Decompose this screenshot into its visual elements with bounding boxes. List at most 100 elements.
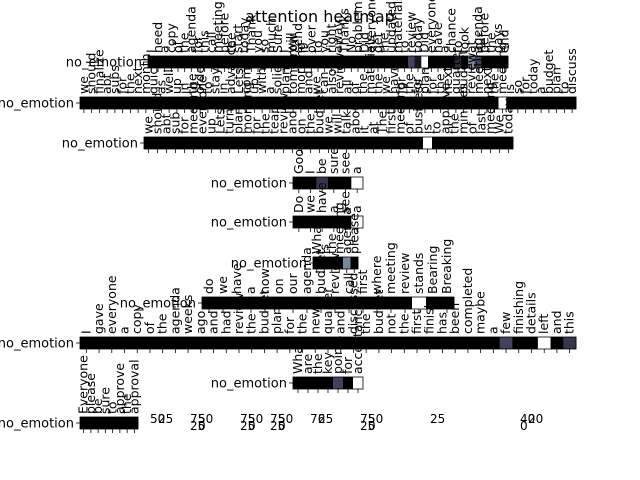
heatmap-cell [161, 56, 169, 68]
x-tick-label: the [483, 32, 498, 53]
x-tick-label: to [105, 401, 120, 414]
heatmap-cell [126, 97, 135, 109]
heatmap-cell [459, 97, 468, 109]
heatmap-cell [296, 337, 310, 349]
heatmap-cell [436, 97, 445, 109]
x-tick-label: morning [240, 82, 255, 134]
heatmap-cell [333, 137, 343, 149]
heatmap-cell [335, 97, 344, 109]
heatmap-cell [101, 417, 110, 429]
heatmap-cell [157, 97, 166, 109]
x-tick-label: copy [129, 304, 144, 334]
heatmap-cell [494, 56, 502, 68]
x-tick-label: Sure [270, 24, 285, 53]
y-tick-label: no_emotion [211, 177, 287, 192]
stray-tick-label: 25 [430, 412, 445, 426]
x-tick-label: a [243, 286, 258, 294]
x-tick-label: left [536, 314, 551, 334]
heatmap-cell [188, 97, 197, 109]
x-tick-label: on [271, 278, 286, 294]
heatmap-cell [467, 97, 476, 109]
x-tick-label: so [510, 80, 525, 94]
heatmap-cell [537, 97, 546, 109]
x-tick-label: Everyone [76, 355, 91, 414]
x-tick-label: be [90, 398, 105, 414]
stray-tick-label: 50 [198, 412, 213, 426]
heatmap-cell [118, 337, 132, 349]
heatmap-cell [204, 97, 213, 109]
x-tick-label: we [308, 76, 323, 94]
chart-title: attention heatmap [245, 7, 395, 26]
x-tick-label: meeting [393, 82, 408, 134]
heatmap-cell [211, 97, 220, 109]
x-tick-label: solid [270, 65, 285, 94]
x-tick-label: materials [390, 0, 405, 53]
heatmap-cell [180, 137, 190, 149]
heatmap-cell [194, 337, 208, 349]
x-tick-label: you [317, 30, 332, 53]
heatmap-cell [397, 97, 406, 109]
y-tick-label: no_emotion [211, 216, 287, 231]
heatmap-cell [499, 337, 513, 349]
heatmap-cell [281, 56, 289, 68]
heatmap-cell [342, 137, 352, 149]
x-tick-label: to [200, 81, 215, 94]
x-tick-label: get [370, 32, 385, 53]
heatmap-row-8: no_emotionIgaveeveryoneacopyoftheagendaw… [0, 268, 577, 353]
x-tick-label: now [257, 268, 272, 294]
x-tick-label: gave [91, 303, 106, 334]
x-tick-label: of [402, 121, 417, 134]
x-tick-label: budget [256, 290, 271, 334]
stray-tick-label: 0 [520, 419, 528, 433]
x-tick-label: be [314, 158, 329, 174]
heatmap-cell [436, 337, 450, 349]
heatmap-cell [426, 297, 441, 309]
heatmap-cell [483, 97, 492, 109]
heatmap-cell [80, 97, 89, 109]
y-tick-label: no_emotion [231, 257, 307, 272]
heatmap-cell [221, 56, 229, 68]
stray-tick-label: 75 [360, 412, 375, 426]
y-tick-label: no_emotion [0, 417, 74, 432]
x-tick-label: materials [363, 35, 378, 94]
x-tick-label: budget [313, 250, 328, 294]
heatmap-cell [272, 297, 287, 309]
x-tick-label: the [310, 353, 325, 374]
heatmap-cell [423, 137, 433, 149]
heatmap-cell [351, 137, 361, 149]
heatmap-cell [441, 137, 451, 149]
heatmap-cell [314, 297, 329, 309]
stray-tick-label: 50 [150, 412, 165, 426]
heatmap-cell [109, 417, 117, 429]
heatmap-cell [235, 97, 244, 109]
heatmap-cell [208, 56, 216, 68]
heatmap-cell [490, 97, 499, 109]
heatmap-cell [396, 137, 406, 149]
x-tick-label: today [410, 17, 425, 53]
heatmap-cell [87, 97, 96, 109]
x-tick-label: we [141, 116, 156, 134]
x-tick-label: sure [97, 387, 112, 414]
x-tick-label: team [267, 102, 282, 134]
stray-tick-label: 0 [278, 419, 286, 433]
heatmap-cell [297, 137, 307, 149]
heatmap-cell [289, 97, 298, 109]
x-tick-label: before [477, 12, 492, 53]
heatmap-cell [529, 97, 538, 109]
x-tick-label: to [450, 40, 465, 53]
heatmap-cell [423, 337, 437, 349]
x-tick-label: plan [549, 67, 564, 94]
heatmap-cell [227, 97, 236, 109]
heatmap-cell [323, 377, 334, 389]
x-tick-label: I [143, 49, 158, 53]
x-tick-label: have [386, 63, 401, 94]
x-tick-label: subs [107, 65, 122, 94]
x-tick-label: of [142, 321, 157, 334]
stray-tick-label: 50 [368, 412, 383, 426]
heatmap-cell [321, 337, 335, 349]
heatmap-cell [216, 297, 231, 309]
heatmap-cell [474, 337, 488, 349]
heatmap-cell [244, 297, 259, 309]
